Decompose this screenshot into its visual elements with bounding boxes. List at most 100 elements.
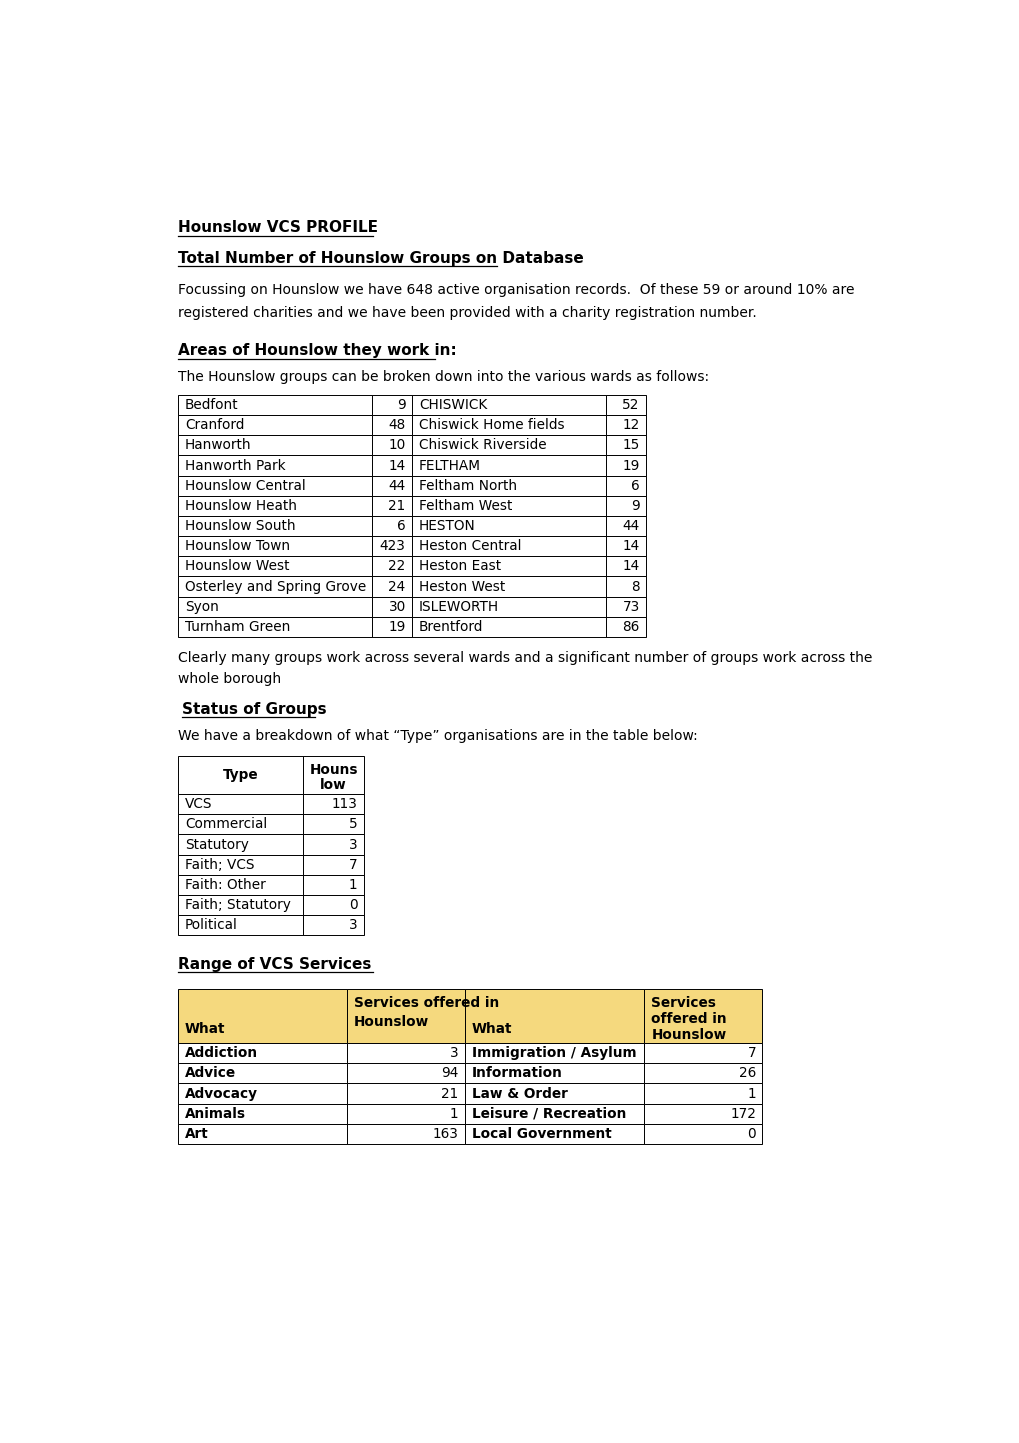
Bar — [177, 756, 303, 794]
Text: Political: Political — [184, 918, 237, 932]
Bar — [177, 436, 371, 456]
Text: Hounslow Central: Hounslow Central — [184, 479, 306, 492]
Bar — [605, 395, 645, 416]
Text: 0: 0 — [348, 898, 358, 912]
Text: 1: 1 — [348, 877, 358, 892]
Text: 9: 9 — [631, 499, 639, 512]
Bar — [177, 577, 371, 596]
Bar — [644, 1084, 761, 1104]
Text: 21: 21 — [441, 1087, 458, 1101]
Text: CHISWICK: CHISWICK — [419, 398, 487, 413]
Text: 86: 86 — [622, 620, 639, 633]
Bar — [177, 814, 303, 834]
Text: Advocacy: Advocacy — [184, 1087, 258, 1101]
Text: Hounslow VCS PROFILE: Hounslow VCS PROFILE — [177, 221, 377, 235]
Text: 3: 3 — [449, 1046, 458, 1061]
Text: Brentford: Brentford — [419, 620, 483, 633]
Bar — [177, 456, 371, 476]
Bar — [371, 395, 412, 416]
Bar — [177, 874, 303, 895]
Text: 21: 21 — [388, 499, 406, 512]
Bar — [605, 416, 645, 436]
Text: Commercial: Commercial — [184, 817, 267, 831]
Bar — [303, 756, 364, 794]
Text: Immigration / Asylum: Immigration / Asylum — [471, 1046, 636, 1061]
Text: Hounslow Heath: Hounslow Heath — [184, 499, 297, 512]
Text: Faith: Other: Faith: Other — [184, 877, 265, 892]
Bar — [644, 1043, 761, 1063]
Text: Faith; VCS: Faith; VCS — [184, 857, 254, 872]
Text: Addiction: Addiction — [184, 1046, 258, 1061]
Text: Type: Type — [222, 768, 258, 782]
Text: Faith; Statutory: Faith; Statutory — [184, 898, 290, 912]
Text: 7: 7 — [348, 857, 358, 872]
Bar — [177, 416, 371, 436]
Bar — [465, 1084, 644, 1104]
Bar — [303, 834, 364, 854]
Text: 44: 44 — [622, 519, 639, 532]
Bar — [177, 395, 371, 416]
Text: low: low — [320, 778, 346, 792]
Text: 24: 24 — [388, 580, 406, 593]
Bar — [346, 990, 465, 1043]
Text: Bedfont: Bedfont — [184, 398, 238, 413]
Bar — [177, 895, 303, 915]
Text: Range of VCS Services: Range of VCS Services — [177, 957, 371, 973]
Bar — [303, 874, 364, 895]
Bar — [177, 1084, 346, 1104]
Bar — [371, 416, 412, 436]
Bar — [346, 1124, 465, 1144]
Text: Feltham West: Feltham West — [419, 499, 512, 512]
Text: 30: 30 — [388, 600, 406, 613]
Text: Hanworth: Hanworth — [184, 439, 252, 452]
Bar — [412, 456, 605, 476]
Bar — [177, 854, 303, 874]
Text: Turnham Green: Turnham Green — [184, 620, 290, 633]
Bar — [605, 476, 645, 496]
Bar — [303, 915, 364, 935]
Bar — [371, 577, 412, 596]
Bar — [465, 1104, 644, 1124]
Bar — [177, 596, 371, 616]
Text: 19: 19 — [388, 620, 406, 633]
Bar — [412, 395, 605, 416]
Text: 0: 0 — [747, 1127, 755, 1141]
Bar — [177, 915, 303, 935]
Text: Focussing on Hounslow we have 648 active organisation records.  Of these 59 or a: Focussing on Hounslow we have 648 active… — [177, 283, 854, 297]
Bar — [605, 456, 645, 476]
Text: 44: 44 — [388, 479, 406, 492]
Bar — [644, 1124, 761, 1144]
Bar — [177, 476, 371, 496]
Bar — [303, 895, 364, 915]
Text: 113: 113 — [331, 797, 358, 811]
Text: registered charities and we have been provided with a charity registration numbe: registered charities and we have been pr… — [177, 306, 756, 320]
Bar — [644, 1104, 761, 1124]
Bar — [412, 436, 605, 456]
Bar — [371, 557, 412, 577]
Text: 6: 6 — [396, 519, 406, 532]
Text: 1: 1 — [449, 1107, 458, 1121]
Bar — [605, 557, 645, 577]
Bar — [605, 616, 645, 636]
Text: Leisure / Recreation: Leisure / Recreation — [471, 1107, 626, 1121]
Text: 1: 1 — [747, 1087, 755, 1101]
Bar — [412, 596, 605, 616]
Text: Hounslow West: Hounslow West — [184, 560, 289, 573]
Bar — [412, 416, 605, 436]
Text: 48: 48 — [388, 418, 406, 433]
Text: 19: 19 — [622, 459, 639, 472]
Text: Clearly many groups work across several wards and a significant number of groups: Clearly many groups work across several … — [177, 651, 871, 665]
Bar — [303, 794, 364, 814]
Bar — [412, 557, 605, 577]
Text: Houns: Houns — [309, 763, 358, 778]
Text: 6: 6 — [631, 479, 639, 492]
Text: Information: Information — [471, 1066, 561, 1081]
Bar — [177, 537, 371, 557]
Bar — [465, 1124, 644, 1144]
Bar — [412, 476, 605, 496]
Bar — [371, 616, 412, 636]
Text: Hounslow: Hounslow — [354, 1014, 429, 1029]
Bar — [371, 596, 412, 616]
Text: 15: 15 — [622, 439, 639, 452]
Text: Hounslow South: Hounslow South — [184, 519, 296, 532]
